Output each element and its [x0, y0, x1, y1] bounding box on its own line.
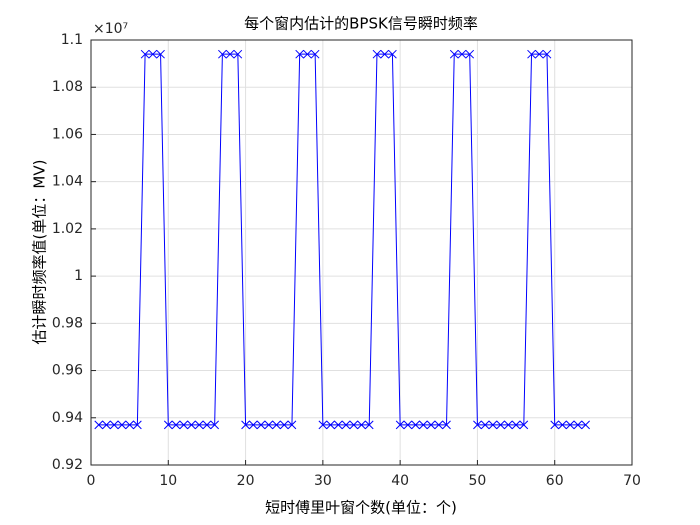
y-tick-label: 0.94	[52, 410, 83, 426]
data-marker	[488, 420, 498, 430]
data-marker	[534, 49, 544, 59]
data-marker	[442, 420, 451, 430]
data-marker	[210, 420, 220, 430]
data-marker	[364, 420, 374, 430]
data-marker	[388, 49, 397, 59]
data-marker	[326, 420, 335, 430]
data-marker	[163, 420, 173, 430]
chart-title: 每个窗内估计的BPSK信号瞬时频率	[244, 15, 478, 33]
x-tick-label: 0	[87, 473, 96, 489]
data-marker	[449, 49, 459, 59]
x-tick-label: 60	[546, 473, 564, 489]
x-tick-label: 30	[314, 473, 332, 489]
data-marker	[109, 420, 119, 430]
data-marker	[341, 420, 351, 430]
y-tick-label: 1	[74, 268, 83, 284]
data-marker	[303, 49, 312, 59]
data-marker	[357, 420, 366, 430]
y-tick-label: 0.96	[52, 363, 83, 379]
data-marker	[272, 420, 281, 430]
data-marker	[94, 420, 104, 430]
data-marker	[225, 49, 235, 59]
data-marker	[418, 420, 428, 430]
y-axis-label: 估计瞬时频率值(单位：MV)	[31, 160, 49, 345]
data-marker	[372, 49, 382, 59]
data-marker	[411, 420, 420, 430]
data-marker	[527, 49, 536, 59]
y-tick-label: 0.98	[52, 315, 83, 331]
data-marker	[248, 420, 258, 430]
data-marker	[218, 49, 227, 59]
y-tick-label: 1.06	[52, 126, 83, 142]
data-marker	[465, 49, 475, 59]
data-marker	[565, 420, 575, 430]
data-marker	[496, 420, 505, 430]
x-tick-label: 70	[623, 473, 641, 489]
data-marker	[318, 420, 328, 430]
data-marker	[102, 420, 111, 430]
data-marker	[140, 49, 150, 59]
y-tick-label: 1.1	[61, 32, 83, 48]
data-marker	[434, 420, 444, 430]
data-marker	[473, 420, 482, 430]
plot-frame	[90, 39, 633, 466]
x-tick-label: 20	[237, 473, 255, 489]
data-marker	[148, 49, 158, 59]
data-marker	[550, 420, 560, 430]
data-marker	[125, 420, 134, 430]
data-marker	[279, 420, 289, 430]
x-tick-label: 40	[391, 473, 409, 489]
data-marker	[426, 420, 436, 430]
data-marker	[156, 49, 165, 59]
data-marker	[573, 420, 583, 430]
data-marker	[511, 420, 521, 430]
data-marker	[287, 420, 297, 430]
data-marker	[480, 420, 490, 430]
data-marker	[503, 420, 513, 430]
data-marker	[403, 420, 413, 430]
x-tick-label: 10	[159, 473, 177, 489]
data-marker	[233, 49, 243, 59]
x-tick-label: 50	[469, 473, 487, 489]
y-multiplier: ×10⁷	[93, 21, 128, 37]
data-marker	[202, 420, 212, 430]
data-marker	[295, 49, 305, 59]
data-marker	[241, 420, 250, 430]
data-marker	[187, 420, 196, 430]
data-marker	[171, 420, 181, 430]
data-marker	[457, 49, 467, 59]
y-tick-label: 1.08	[52, 79, 83, 95]
y-tick-label: 1.02	[52, 221, 83, 237]
x-axis-label: 短时傅里叶窗个数(单位：个)	[265, 499, 457, 517]
data-marker	[117, 420, 127, 430]
data-marker	[395, 420, 405, 430]
data-marker	[133, 420, 142, 430]
data-marker	[380, 49, 390, 59]
y-tick-label: 1.04	[52, 174, 83, 190]
data-marker	[179, 420, 189, 430]
data-marker	[194, 420, 204, 430]
data-marker	[542, 49, 552, 59]
data-marker	[310, 49, 320, 59]
data-marker	[256, 420, 266, 430]
data-marker	[349, 420, 359, 430]
data-marker	[519, 420, 529, 430]
y-tick-label: 0.92	[52, 457, 83, 473]
data-marker	[581, 420, 590, 430]
data-marker	[264, 420, 274, 430]
data-line	[98, 53, 586, 426]
data-marker	[558, 420, 567, 430]
data-marker	[333, 420, 343, 430]
